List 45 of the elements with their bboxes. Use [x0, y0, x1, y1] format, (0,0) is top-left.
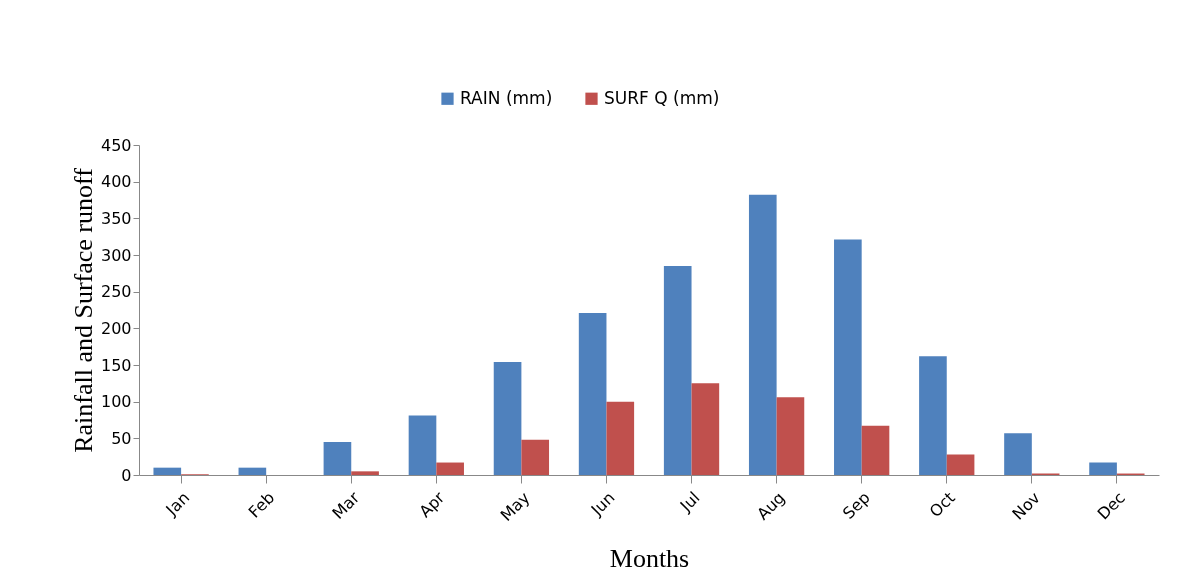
bar	[521, 439, 550, 475]
legend-label: RAIN (mm)	[460, 87, 553, 108]
bar	[351, 471, 379, 475]
bar	[606, 401, 635, 475]
bar	[691, 383, 720, 475]
y-tick-label: 200	[100, 318, 132, 338]
y-tick-label: 450	[100, 135, 132, 155]
y-axis-title: Rainfall and Surface runoff	[68, 167, 98, 453]
x-tick-label: Jan	[161, 488, 194, 520]
x-tick-label: Jun	[586, 488, 619, 520]
y-tick-label: 350	[100, 208, 132, 228]
bar	[1004, 433, 1032, 475]
x-tick-label: Aug	[753, 488, 789, 524]
bar	[408, 415, 437, 475]
bar	[861, 425, 890, 475]
y-tick-label: 300	[100, 245, 132, 265]
x-tick-label: Jul	[675, 488, 704, 516]
x-tick-label: Nov	[1008, 488, 1044, 524]
x-tick-label: Dec	[1093, 488, 1129, 524]
bar	[834, 239, 862, 475]
x-axis-title: Months	[609, 544, 690, 574]
bar	[436, 462, 464, 475]
y-tick-label: 0	[121, 465, 132, 485]
bar	[493, 362, 522, 475]
x-tick-label: Sep	[838, 488, 874, 523]
bar	[748, 194, 777, 475]
y-tick-label: 150	[100, 355, 132, 375]
bar	[946, 454, 975, 475]
bar	[1089, 462, 1117, 475]
y-tick-label: 50	[111, 428, 132, 448]
x-tick-label: Oct	[925, 488, 959, 522]
bar	[776, 397, 805, 475]
y-tick-label: 400	[100, 172, 132, 192]
bar	[578, 312, 607, 475]
x-tick-label: Feb	[244, 488, 279, 522]
legend-label: SURF Q (mm)	[604, 87, 720, 108]
bar	[323, 442, 352, 475]
bar	[238, 467, 267, 475]
bar	[919, 356, 947, 475]
y-tick-label: 100	[100, 392, 132, 412]
x-tick-label: Apr	[415, 487, 449, 522]
bar	[663, 266, 692, 475]
x-tick-label: Mar	[328, 487, 364, 523]
y-tick-label: 250	[100, 282, 132, 302]
bar	[153, 467, 182, 475]
